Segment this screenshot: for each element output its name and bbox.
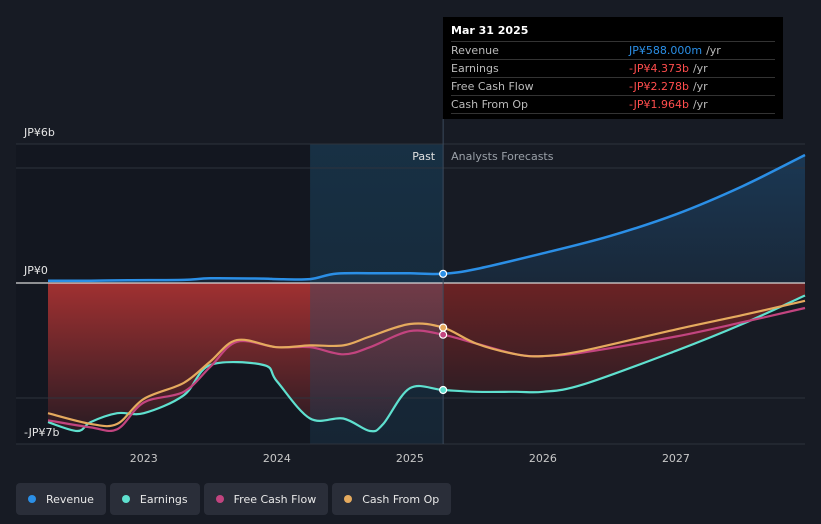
tooltip-value: -JP¥2.278b [629,80,689,93]
legend-label: Earnings [139,492,188,506]
tooltip-label: Free Cash Flow [451,80,534,93]
revenue-area [48,155,805,283]
series-line-cfo [47,299,806,428]
y-tick-labels: JP¥6b JP¥0 -JP¥7b [23,126,59,439]
y-tick-label: JP¥0 [23,264,48,277]
forecast-label: Analysts Forecasts [451,150,554,163]
tooltip-value: JP¥588.000m [629,44,703,57]
tooltip-label: Revenue [451,44,499,57]
tooltip-date: Mar 31 2025 [451,24,529,37]
x-tick-label: 2027 [662,452,690,465]
legend-dot-icon [215,495,224,503]
tooltip-point-earnings [439,385,448,395]
legend-dot-icon [28,495,36,503]
series-line-fcf [47,306,806,433]
tooltip-point-cfo [439,323,448,332]
y-tick-label: -JP¥7b [24,426,59,439]
tooltip-points [439,269,448,395]
series-lines [47,153,806,433]
legend-item-revenue[interactable]: Revenue [16,483,106,515]
series-line-revenue [47,153,806,282]
x-tick-label: 2026 [529,452,557,465]
y-tick-label: JP¥6b [23,126,55,139]
tooltip-unit: /yr [692,62,708,75]
legend-label: Free Cash Flow [233,492,317,506]
legend-label: Cash From Op [362,492,440,506]
tooltip-value: -JP¥1.964b [629,98,689,111]
legend-item-cash-from-op[interactable]: Cash From Op [332,483,452,515]
tooltip-value: -JP¥4.373b [629,62,689,75]
legend-item-earnings[interactable]: Earnings [109,483,200,515]
tooltip-point-revenue [439,269,448,278]
highlight-band [310,144,444,444]
legend-label: Revenue [46,492,94,506]
tooltip-unit: /yr [692,98,708,111]
tooltip-unit: /yr [706,44,721,57]
x-tick-labels: 2023 2024 2025 2026 2027 [130,452,690,465]
tooltip-row-free-cash-flow: Free Cash Flow -JP¥2.278b /yr [451,77,775,95]
tooltip: Mar 31 2025 Revenue JP¥588.000m /yr Earn… [443,17,783,119]
tooltip-label: Earnings [451,62,499,75]
past-label: Past [412,150,436,163]
x-tick-label: 2025 [396,452,424,465]
tooltip-row-earnings: Earnings -JP¥4.373b /yr [451,59,775,77]
legend-dot-icon [121,495,130,503]
earnings-loss-area-forecast [443,283,805,393]
legend: Revenue Earnings Free Cash Flow Cash Fro… [16,483,452,515]
x-tick-label: 2024 [263,452,291,465]
legend-item-free-cash-flow[interactable]: Free Cash Flow [203,483,329,515]
legend-dot-icon [344,495,353,503]
tooltip-row-revenue: Revenue JP¥588.000m /yr [451,41,775,59]
tooltip-unit: /yr [692,80,708,93]
tooltip-row-cash-from-op: Cash From Op -JP¥1.964b /yr [451,95,775,114]
tooltip-label: Cash From Op [451,98,529,111]
tooltip-point-fcf [439,330,448,339]
x-tick-label: 2023 [130,452,158,465]
